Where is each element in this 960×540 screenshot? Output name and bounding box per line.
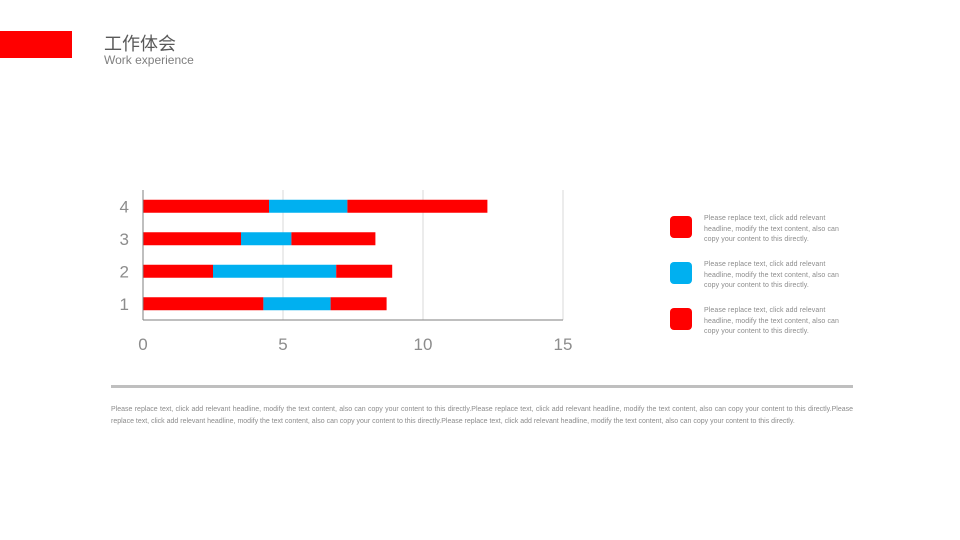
- legend-swatch: [670, 262, 692, 284]
- accent-bar: [0, 31, 72, 58]
- y-tick-label: 4: [120, 197, 129, 216]
- bar-segment: [213, 264, 337, 278]
- bar-segment: [143, 232, 241, 246]
- bar-segment: [269, 199, 348, 213]
- x-tick-label: 15: [554, 335, 573, 354]
- x-tick-label: 5: [278, 335, 287, 354]
- bar-segment: [330, 297, 387, 311]
- divider: [111, 385, 853, 388]
- bar-segment: [143, 264, 213, 278]
- page-title: 工作体会: [104, 34, 176, 54]
- y-tick-label: 1: [120, 295, 129, 314]
- bar-segment: [291, 232, 376, 246]
- bar-segment: [263, 297, 331, 311]
- x-tick-label: 10: [414, 335, 433, 354]
- legend-swatch: [670, 308, 692, 330]
- bar-segment: [336, 264, 393, 278]
- bar-segment: [143, 297, 264, 311]
- legend-swatch: [670, 216, 692, 238]
- body-paragraph: Please replace text, click add relevant …: [111, 406, 853, 425]
- legend-text: Please replace text, click add relevant …: [704, 215, 840, 243]
- x-tick-label: 0: [138, 335, 147, 354]
- bar-segment: [347, 199, 488, 213]
- page-subtitle: Work experience: [104, 53, 194, 67]
- legend-text: Please replace text, click add relevant …: [704, 261, 840, 289]
- bar-segment: [143, 199, 269, 213]
- y-tick-label: 3: [120, 230, 129, 249]
- stacked-bar-chart: 1 2 3 4 0 5 10 15: [120, 190, 573, 354]
- bar-segment: [241, 232, 292, 246]
- legend-text: Please replace text, click add relevant …: [704, 307, 840, 335]
- y-tick-label: 2: [120, 262, 129, 281]
